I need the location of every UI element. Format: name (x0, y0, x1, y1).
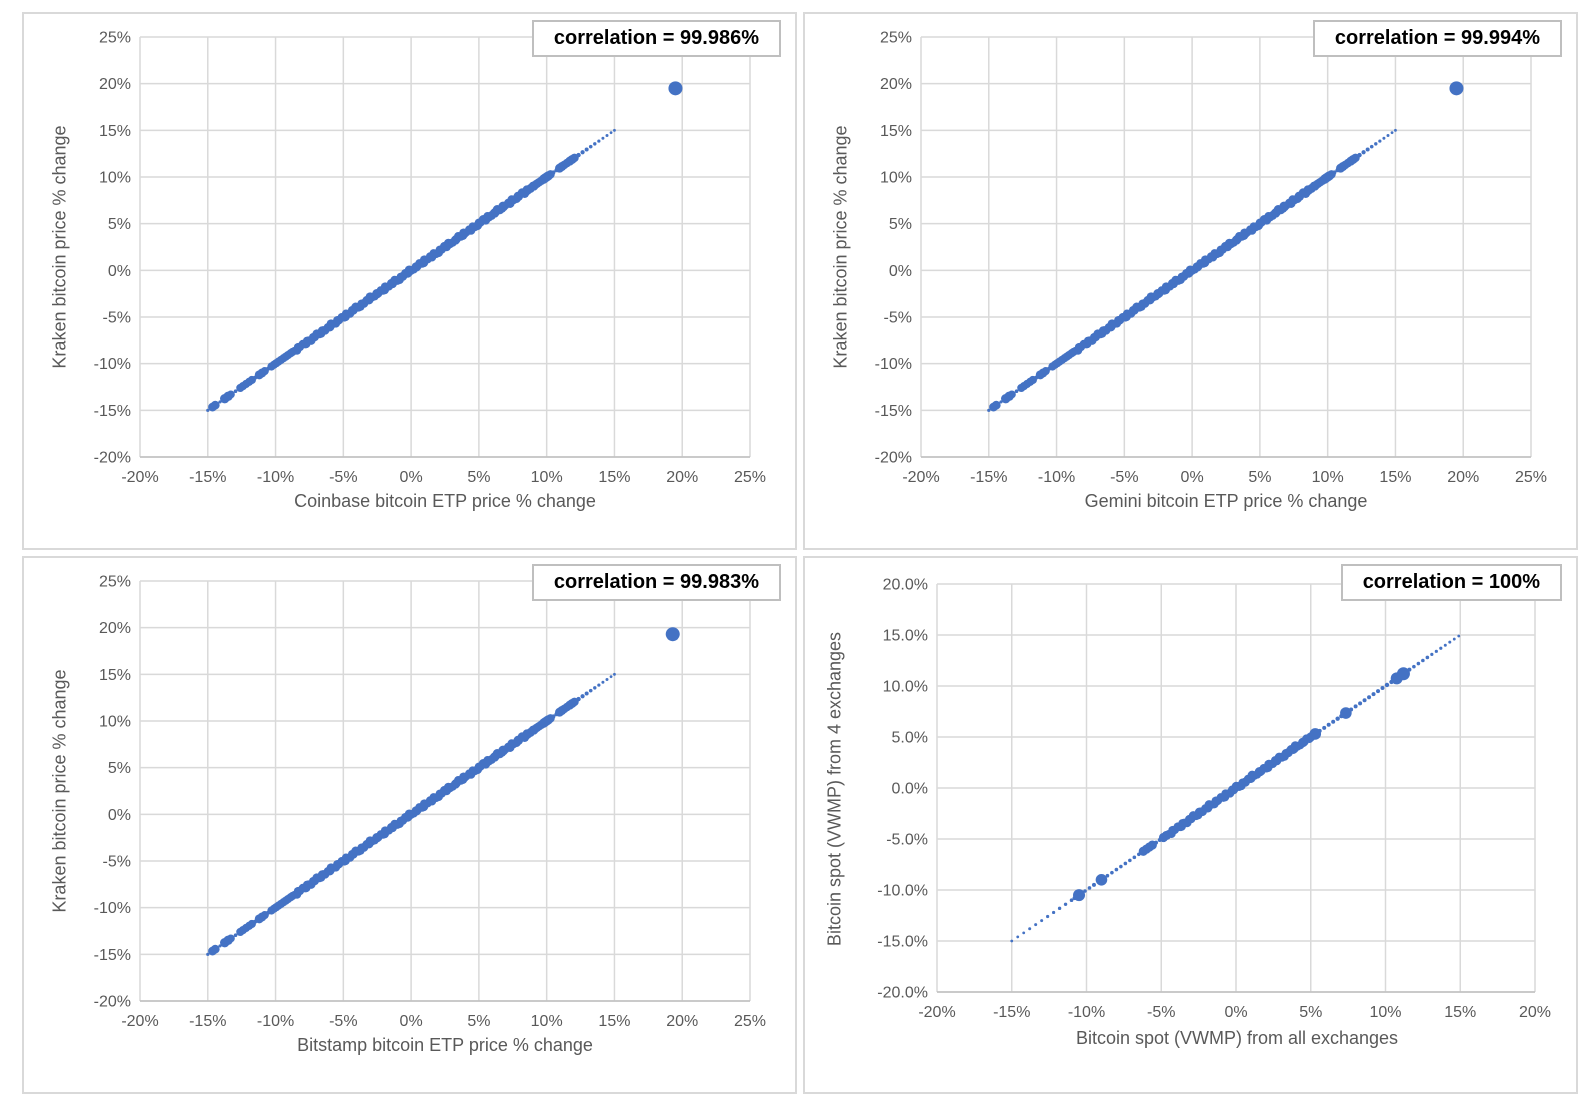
svg-text:-10%: -10% (1068, 1004, 1105, 1021)
svg-text:20%: 20% (99, 620, 131, 637)
svg-text:0%: 0% (108, 807, 131, 824)
svg-text:0.0%: 0.0% (892, 781, 928, 798)
svg-text:15%: 15% (99, 667, 131, 684)
correlation-annotation: correlation = 99.986% (531, 20, 781, 57)
svg-text:-20%: -20% (94, 994, 131, 1011)
svg-text:0%: 0% (1224, 1004, 1247, 1021)
svg-text:0%: 0% (400, 1013, 423, 1030)
svg-text:10%: 10% (99, 714, 131, 731)
svg-text:15%: 15% (880, 123, 912, 140)
svg-text:20%: 20% (1519, 1004, 1551, 1021)
svg-text:-20%: -20% (918, 1004, 955, 1021)
svg-text:25%: 25% (734, 469, 766, 486)
svg-text:5%: 5% (1248, 469, 1271, 486)
svg-text:-15%: -15% (189, 1013, 226, 1030)
svg-text:0%: 0% (400, 469, 423, 486)
coinbase-kraken-scatter-plot: -20% -15% -10% -5% 0% 5% 10% 15% 20% 25% 25% 20% 15%… (94, 30, 766, 487)
svg-text:5%: 5% (467, 469, 490, 486)
svg-text:25%: 25% (734, 1013, 766, 1030)
x-axis-title: Bitstamp bitcoin ETP price % change (297, 1035, 593, 1055)
svg-text:-10%: -10% (875, 356, 912, 373)
svg-text:-20%: -20% (875, 450, 912, 467)
x-axis-title: Coinbase bitcoin ETP price % change (294, 491, 596, 511)
svg-text:5%: 5% (467, 1013, 490, 1030)
svg-text:25%: 25% (99, 30, 131, 47)
svg-text:-15%: -15% (94, 403, 131, 420)
svg-text:-5%: -5% (884, 310, 912, 327)
svg-text:-5.0%: -5.0% (886, 832, 928, 849)
svg-text:-15%: -15% (993, 1004, 1030, 1021)
x-axis-title: Bitcoin spot (VWMP) from all exchanges (1075, 1028, 1399, 1048)
svg-text:-20%: -20% (94, 450, 131, 467)
chart-panel-gemini-vs-kraken: -20% -15% -10% -5% 0% 5% 10% 15% 20% 25% 25% 20% 15%… (803, 12, 1578, 550)
y-axis-title: Kraken bitcoin price % change (830, 125, 851, 369)
svg-text:-5%: -5% (1110, 469, 1138, 486)
svg-text:10%: 10% (531, 1013, 563, 1030)
svg-text:25%: 25% (1515, 469, 1547, 486)
svg-text:20%: 20% (99, 76, 131, 93)
svg-text:0%: 0% (1181, 469, 1204, 486)
gemini-kraken-scatter-plot: -20% -15% -10% -5% 0% 5% 10% 15% 20% 25% 25% 20% 15%… (875, 30, 1547, 487)
svg-text:-5%: -5% (103, 310, 131, 327)
chart-panel-bitstamp-vs-kraken: -20% -15% -10% -5% 0% 5% 10% 15% 20% 25% 25% 20% 15%… (22, 556, 797, 1094)
svg-text:-15.0%: -15.0% (877, 934, 928, 951)
svg-text:20%: 20% (666, 1013, 698, 1030)
svg-text:-20%: -20% (902, 469, 939, 486)
svg-text:-10%: -10% (257, 1013, 294, 1030)
chart-panel-vwmp-spot-comparison: -20% -15% -10% -5% 0% 5% 10% 15% 20% 20.0% 15.0% 10… (803, 556, 1578, 1094)
y-axis-title: Bitcoin spot (VWMP) from 4 exchanges (824, 631, 845, 947)
svg-text:5%: 5% (108, 216, 131, 233)
svg-text:-10%: -10% (257, 469, 294, 486)
svg-text:-15%: -15% (189, 469, 226, 486)
svg-text:15%: 15% (1379, 469, 1411, 486)
y-axis-title: Kraken bitcoin price % change (49, 125, 70, 369)
svg-text:-10%: -10% (94, 356, 131, 373)
svg-text:-5%: -5% (329, 469, 357, 486)
chart-panel-coinbase-vs-kraken: -20% -15% -10% -5% 0% 5% 10% 15% 20% 25% 25% 20% 15%… (22, 12, 797, 550)
svg-text:-20%: -20% (121, 1013, 158, 1030)
svg-text:20.0%: 20.0% (883, 577, 928, 594)
svg-text:-15%: -15% (875, 403, 912, 420)
svg-text:-10%: -10% (94, 900, 131, 917)
correlation-annotation: correlation = 100% (1340, 564, 1562, 601)
svg-text:15.0%: 15.0% (883, 628, 928, 645)
svg-text:10%: 10% (531, 469, 563, 486)
svg-text:-5%: -5% (1147, 1004, 1175, 1021)
svg-text:-15%: -15% (970, 469, 1007, 486)
svg-text:0%: 0% (889, 263, 912, 280)
svg-text:-20%: -20% (121, 469, 158, 486)
svg-text:-10%: -10% (1038, 469, 1075, 486)
svg-text:10%: 10% (1312, 469, 1344, 486)
svg-text:15%: 15% (598, 1013, 630, 1030)
svg-text:20%: 20% (1447, 469, 1479, 486)
svg-text:10%: 10% (880, 170, 912, 187)
svg-text:5%: 5% (108, 760, 131, 777)
svg-text:-15%: -15% (94, 947, 131, 964)
svg-text:5%: 5% (1299, 1004, 1322, 1021)
correlation-annotation: correlation = 99.994% (1312, 20, 1562, 57)
svg-text:10.0%: 10.0% (883, 679, 928, 696)
bitstamp-kraken-scatter-plot: -20% -15% -10% -5% 0% 5% 10% 15% 20% 25% 25% 20% 15%… (94, 574, 766, 1031)
svg-text:5%: 5% (889, 216, 912, 233)
svg-text:20%: 20% (666, 469, 698, 486)
svg-text:15%: 15% (598, 469, 630, 486)
svg-text:-20.0%: -20.0% (877, 985, 928, 1002)
svg-text:5.0%: 5.0% (892, 730, 928, 747)
vwmp-spot-scatter-plot: -20% -15% -10% -5% 0% 5% 10% 15% 20% 20.0% 15.0% 10… (877, 577, 1551, 1022)
svg-text:20%: 20% (880, 76, 912, 93)
x-axis-title: Gemini bitcoin ETP price % change (1084, 491, 1368, 511)
svg-text:25%: 25% (880, 30, 912, 47)
svg-text:-10.0%: -10.0% (877, 883, 928, 900)
svg-text:-5%: -5% (329, 1013, 357, 1030)
correlation-annotation: correlation = 99.983% (531, 564, 781, 601)
svg-text:15%: 15% (1444, 1004, 1476, 1021)
svg-text:10%: 10% (99, 170, 131, 187)
svg-text:0%: 0% (108, 263, 131, 280)
svg-text:25%: 25% (99, 574, 131, 591)
svg-text:15%: 15% (99, 123, 131, 140)
svg-text:-5%: -5% (103, 854, 131, 871)
y-axis-title: Kraken bitcoin price % change (49, 669, 70, 913)
svg-text:10%: 10% (1369, 1004, 1401, 1021)
